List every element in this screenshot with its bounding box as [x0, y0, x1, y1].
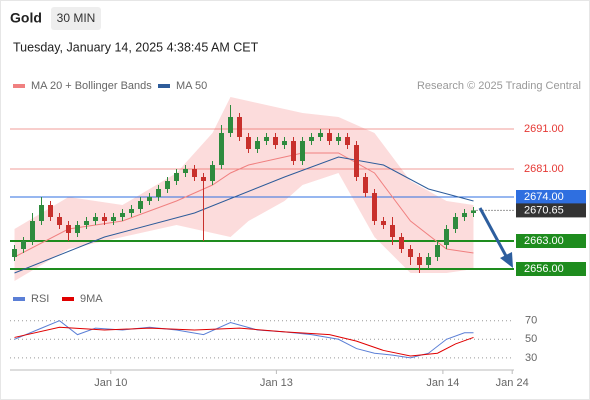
level-box	[516, 234, 586, 248]
candle-body	[21, 241, 26, 249]
candle-body	[201, 177, 206, 181]
candle-body	[327, 133, 332, 141]
legend-swatch	[13, 84, 25, 88]
candle-body	[399, 237, 404, 249]
candle-body	[237, 117, 242, 137]
level-label: 2656.00	[524, 263, 564, 275]
candle-body	[291, 141, 296, 161]
candle-body	[426, 257, 431, 265]
candle-body	[381, 221, 386, 225]
candle-body	[138, 201, 143, 209]
candle-body	[174, 173, 179, 181]
candle-body	[417, 257, 422, 265]
candle-body	[39, 205, 44, 221]
level-label: 2681.00	[524, 163, 564, 175]
x-tick-label: Jan 13	[260, 377, 293, 389]
y-tick-label: 50	[525, 333, 537, 345]
level-box	[516, 262, 586, 276]
candle-body	[264, 137, 269, 141]
level-label: 2663.00	[524, 235, 564, 247]
candle-body	[246, 137, 251, 149]
interval-box	[51, 7, 101, 30]
legend-swatch	[13, 297, 25, 301]
level-box	[516, 190, 586, 204]
candle-body	[228, 117, 233, 133]
bollinger-band	[14, 97, 474, 281]
source: Research © 2025 Trading Central	[417, 80, 581, 92]
candle-body	[30, 221, 35, 241]
candle-body	[129, 209, 134, 213]
last-price-box	[516, 203, 586, 218]
candle-body	[444, 229, 449, 245]
candle-body	[57, 217, 62, 225]
symbol: Gold	[10, 10, 42, 26]
candle-body	[147, 197, 152, 201]
level-label: 2691.00	[524, 123, 564, 135]
candle-body	[102, 217, 107, 221]
candle-body	[282, 141, 287, 145]
candle-body	[354, 145, 359, 177]
candle-body	[336, 137, 341, 141]
candle-body	[165, 181, 170, 189]
legend-label: RSI	[31, 293, 49, 305]
candle-body	[93, 217, 98, 221]
x-tick-label: Jan 10	[94, 377, 127, 389]
legend-swatch	[62, 297, 74, 301]
x-tick-label: Jan 14	[426, 377, 459, 389]
candle-body	[111, 217, 116, 221]
candle-body	[435, 245, 440, 257]
y-tick-label: 70	[525, 315, 537, 327]
legend-label: MA 20 + Bollinger Bands	[31, 80, 152, 92]
legend-label: MA 50	[176, 80, 207, 92]
y-tick-label: 30	[525, 352, 537, 364]
candle-body	[318, 133, 323, 137]
candle-body	[363, 177, 368, 193]
candle-body	[75, 225, 80, 233]
candle-body	[408, 249, 413, 257]
projection-arrow	[478, 207, 508, 257]
x-tick-label: Jan 24	[496, 377, 529, 389]
candle-body	[390, 225, 395, 237]
candle-body	[120, 213, 125, 217]
moving-average	[14, 152, 474, 258]
candle-body	[255, 141, 260, 149]
interval: 30 MIN	[57, 11, 96, 25]
candle-body	[471, 210, 476, 213]
candle-body	[462, 213, 467, 217]
candle-body	[300, 141, 305, 161]
candle-body	[273, 137, 278, 145]
candle-body	[156, 189, 161, 197]
candle-body	[345, 137, 350, 145]
candle-body	[192, 169, 197, 177]
plot: MA 20 + Bollinger Bands MA 50 2691.00 2681.…	[10, 80, 586, 389]
level-label: 2674.00	[524, 191, 564, 203]
candle-body	[453, 217, 458, 229]
indicator-line	[14, 326, 474, 357]
candle-body	[12, 249, 17, 257]
candle-body	[309, 137, 314, 141]
candle-body	[372, 193, 377, 221]
moving-average	[14, 156, 474, 274]
legend-label: 9MA	[80, 293, 103, 305]
candle-body	[48, 205, 53, 217]
candle-body	[84, 221, 89, 225]
candle-body	[66, 225, 71, 233]
candle-body	[183, 169, 188, 173]
projection-arrowhead	[500, 252, 513, 268]
legend-swatch	[158, 84, 170, 88]
candle-body	[219, 133, 224, 165]
candle-body	[210, 165, 215, 181]
timestamp: Tuesday, January 14, 2025 4:38:45 AM CET	[13, 40, 259, 54]
last-price-label: 2670.65	[524, 204, 564, 216]
